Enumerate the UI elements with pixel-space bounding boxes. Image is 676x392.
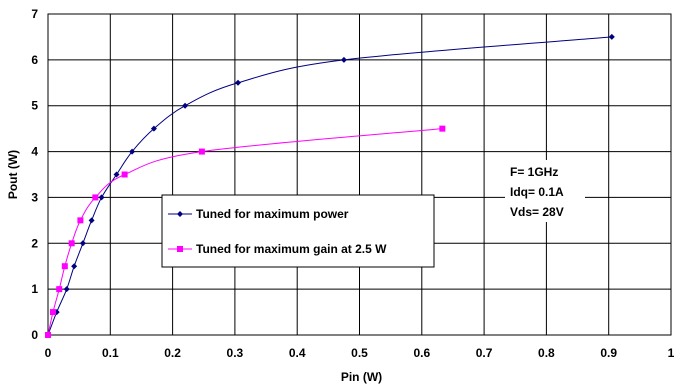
- x-tick-label: 0.8: [538, 346, 555, 360]
- x-tick-label: 0.6: [413, 346, 430, 360]
- data-point: [49, 309, 56, 316]
- y-tick-label: 1: [31, 282, 38, 296]
- x-tick-label: 0.1: [102, 346, 119, 360]
- series: [45, 33, 615, 338]
- legend-box: [161, 194, 435, 268]
- series-1: [45, 125, 446, 338]
- annotation-box: F= 1GHz Idq= 0.1A Vds= 28V: [505, 160, 585, 222]
- x-tick-label: 0: [45, 346, 52, 360]
- annotation-vds: Vds= 28V: [510, 205, 564, 219]
- data-point: [129, 148, 136, 155]
- data-point: [235, 79, 242, 86]
- y-axis-title: Pout (W): [6, 150, 20, 199]
- legend-label: Tuned for maximum gain at 2.5 W: [196, 242, 387, 256]
- data-point: [92, 194, 99, 201]
- plot-border: [47, 13, 672, 336]
- x-tick-label: 1: [668, 346, 675, 360]
- x-tick-label: 0.2: [164, 346, 181, 360]
- data-point: [68, 240, 75, 247]
- y-tick-label: 0: [31, 328, 38, 342]
- data-point: [79, 240, 86, 247]
- y-tick-label: 3: [31, 190, 38, 204]
- data-point: [113, 171, 120, 178]
- data-point: [608, 33, 615, 40]
- data-point: [77, 217, 84, 224]
- y-tick-label: 2: [31, 236, 38, 250]
- y-tick-label: 7: [31, 7, 38, 21]
- data-point: [198, 148, 205, 155]
- data-point: [98, 194, 105, 201]
- annotation-frequency: F= 1GHz: [510, 165, 558, 179]
- data-point: [56, 286, 63, 293]
- data-point: [439, 125, 446, 132]
- data-point: [71, 263, 78, 270]
- x-tick-label: 0.3: [227, 346, 244, 360]
- x-tick-label: 0.7: [476, 346, 493, 360]
- legend: Tuned for maximum power Tuned for maximu…: [161, 194, 435, 268]
- data-point: [121, 171, 128, 178]
- data-point: [340, 56, 347, 63]
- y-tick-label: 4: [31, 145, 38, 159]
- y-tick-label: 6: [31, 53, 38, 67]
- x-tick-label: 0.9: [600, 346, 617, 360]
- legend-label: Tuned for maximum power: [196, 207, 349, 221]
- data-point: [45, 332, 51, 338]
- tick-labels: 0 0.1 0.2 0.3 0.4 0.5 0.6 0.7 0.8 0.9 1 0 1 2 3 4 5 6 7: [31, 7, 674, 360]
- annotation-backdrop: [505, 160, 585, 222]
- data-point: [88, 217, 95, 224]
- y-tick-label: 5: [31, 99, 38, 113]
- data-point: [61, 263, 68, 270]
- annotation-idq: Idq= 0.1A: [510, 185, 564, 199]
- x-tick-label: 0.4: [289, 346, 306, 360]
- x-axis-title: Pin (W): [341, 370, 382, 384]
- legend-item: Tuned for maximum power: [168, 207, 349, 221]
- legend-item: Tuned for maximum gain at 2.5 W: [168, 242, 387, 256]
- data-point: [150, 125, 157, 132]
- x-tick-label: 0.5: [351, 346, 368, 360]
- data-point: [63, 286, 70, 293]
- data-point: [182, 102, 189, 109]
- data-point: [177, 211, 183, 217]
- data-point: [177, 246, 183, 252]
